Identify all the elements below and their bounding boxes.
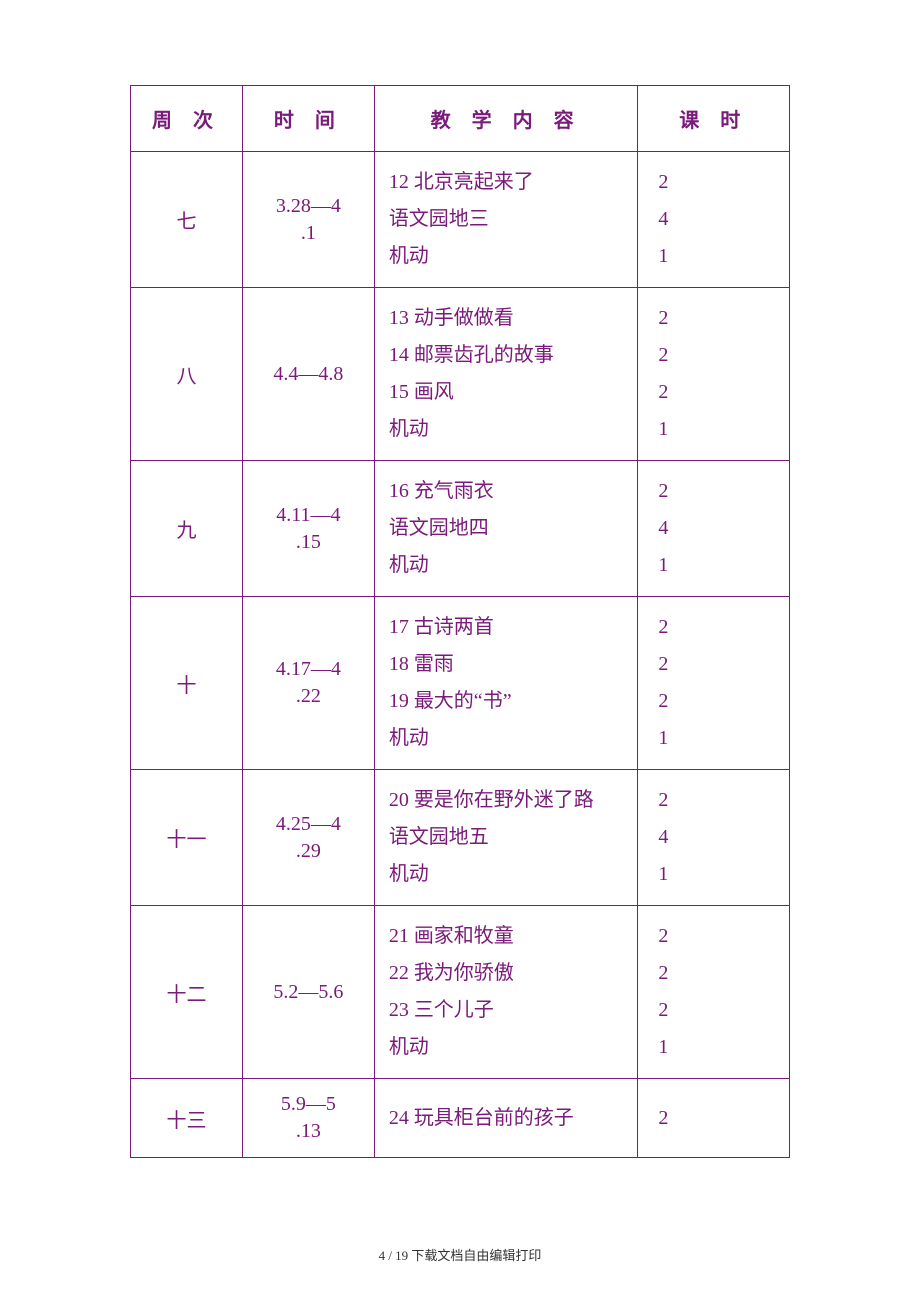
content-line: 机动: [389, 547, 626, 584]
content-line: 24 玩具柜台前的孩子: [389, 1100, 626, 1137]
table-row: 十4.17—4.2217 古诗两首18 雷雨19 最大的“书”机动2221: [131, 597, 790, 770]
week-cell: 十三: [131, 1079, 243, 1158]
hours-cell: 241: [638, 461, 790, 597]
hours-line: 2: [658, 646, 777, 683]
time-cell: 4.4—4.8: [243, 288, 375, 461]
time-cell: 4.17—4.22: [243, 597, 375, 770]
content-line: 机动: [389, 411, 626, 448]
content-line: 17 古诗两首: [389, 609, 626, 646]
schedule-table: 周 次 时 间 教 学 内 容 课 时 七3.28—4.112 北京亮起来了语文…: [130, 85, 790, 1158]
hours-line: 1: [658, 1029, 777, 1066]
hours-cell: 2221: [638, 288, 790, 461]
hours-line: 2: [658, 683, 777, 720]
hours-line: 4: [658, 201, 777, 238]
content-line: 机动: [389, 1029, 626, 1066]
header-week: 周 次: [131, 86, 243, 152]
table-row: 十二5.2—5.621 画家和牧童22 我为你骄傲23 三个儿子机动2221: [131, 906, 790, 1079]
time-cell: 4.11—4.15: [243, 461, 375, 597]
hours-line: 1: [658, 411, 777, 448]
hours-line: 4: [658, 819, 777, 856]
hours-line: 2: [658, 164, 777, 201]
week-cell: 十二: [131, 906, 243, 1079]
header-content: 教 学 内 容: [374, 86, 638, 152]
time-cell: 4.25—4.29: [243, 770, 375, 906]
hours-line: 2: [658, 609, 777, 646]
table-row: 十一4.25—4.2920 要是你在野外迷了路语文园地五机动241: [131, 770, 790, 906]
hours-cell: 241: [638, 770, 790, 906]
header-row: 周 次 时 间 教 学 内 容 课 时: [131, 86, 790, 152]
content-cell: 24 玩具柜台前的孩子: [374, 1079, 638, 1158]
hours-line: 2: [658, 782, 777, 819]
hours-line: 1: [658, 547, 777, 584]
week-cell: 八: [131, 288, 243, 461]
time-cell: 3.28—4.1: [243, 152, 375, 288]
hours-line: 4: [658, 510, 777, 547]
content-line: 21 画家和牧童: [389, 918, 626, 955]
header-time: 时 间: [243, 86, 375, 152]
week-cell: 十: [131, 597, 243, 770]
hours-cell: 241: [638, 152, 790, 288]
hours-line: 2: [658, 473, 777, 510]
hours-line: 1: [658, 856, 777, 893]
content-line: 20 要是你在野外迷了路: [389, 782, 626, 819]
table-row: 十三5.9—5.13 24 玩具柜台前的孩子 2: [131, 1079, 790, 1158]
content-line: 12 北京亮起来了: [389, 164, 626, 201]
content-line: 16 充气雨衣: [389, 473, 626, 510]
content-line: 23 三个儿子: [389, 992, 626, 1029]
hours-line: 2: [658, 1100, 777, 1137]
hours-cell: 2: [638, 1079, 790, 1158]
content-cell: 20 要是你在野外迷了路语文园地五机动: [374, 770, 638, 906]
content-line: 22 我为你骄傲: [389, 955, 626, 992]
hours-cell: 2221: [638, 597, 790, 770]
table-row: 七3.28—4.112 北京亮起来了语文园地三机动241: [131, 152, 790, 288]
content-cell: 13 动手做做看14 邮票齿孔的故事15 画风机动: [374, 288, 638, 461]
content-line: 15 画风: [389, 374, 626, 411]
content-line: 语文园地五: [389, 819, 626, 856]
hours-line: 2: [658, 300, 777, 337]
hours-line: 2: [658, 337, 777, 374]
content-line: 19 最大的“书”: [389, 683, 626, 720]
hours-line: 2: [658, 992, 777, 1029]
content-line: 语文园地三: [389, 201, 626, 238]
hours-line: 2: [658, 955, 777, 992]
content-line: 机动: [389, 720, 626, 757]
content-line: 机动: [389, 238, 626, 275]
hours-line: 2: [658, 918, 777, 955]
content-line: 13 动手做做看: [389, 300, 626, 337]
content-cell: 21 画家和牧童22 我为你骄傲23 三个儿子机动: [374, 906, 638, 1079]
hours-cell: 2221: [638, 906, 790, 1079]
content-line: 14 邮票齿孔的故事: [389, 337, 626, 374]
hours-line: 1: [658, 238, 777, 275]
content-cell: 16 充气雨衣语文园地四机动: [374, 461, 638, 597]
time-cell: 5.2—5.6: [243, 906, 375, 1079]
table-row: 九4.11—4.1516 充气雨衣语文园地四机动241: [131, 461, 790, 597]
time-cell: 5.9—5.13: [243, 1079, 375, 1158]
hours-line: 1: [658, 720, 777, 757]
table-row: 八4.4—4.813 动手做做看14 邮票齿孔的故事15 画风机动2221: [131, 288, 790, 461]
week-cell: 七: [131, 152, 243, 288]
content-cell: 12 北京亮起来了语文园地三机动: [374, 152, 638, 288]
page-footer: 4 / 19 下载文档自由编辑打印: [0, 1245, 920, 1264]
hours-line: 2: [658, 374, 777, 411]
content-line: 18 雷雨: [389, 646, 626, 683]
content-cell: 17 古诗两首18 雷雨19 最大的“书”机动: [374, 597, 638, 770]
week-cell: 十一: [131, 770, 243, 906]
week-cell: 九: [131, 461, 243, 597]
header-hours: 课 时: [638, 86, 790, 152]
content-line: 机动: [389, 856, 626, 893]
content-line: 语文园地四: [389, 510, 626, 547]
